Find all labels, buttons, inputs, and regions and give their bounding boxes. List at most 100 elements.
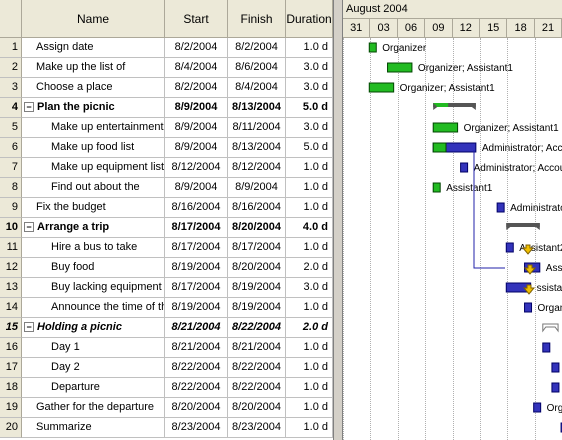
start-header[interactable]: Start <box>165 0 228 38</box>
task-duration[interactable]: 1.0 d <box>286 398 333 418</box>
task-name[interactable]: Day 2 <box>22 358 165 378</box>
task-name[interactable]: Assign date <box>22 38 165 58</box>
name-header[interactable]: Name <box>22 0 165 38</box>
row-id[interactable]: 9 <box>0 198 22 218</box>
table-row[interactable]: 11 Hire a bus to take 8/17/2004 8/17/2004 1.… <box>0 238 333 258</box>
task-duration[interactable]: 1.0 d <box>286 38 333 58</box>
table-row[interactable]: 8 Find out about the 8/9/2004 8/9/2004 1.0 d <box>0 178 333 198</box>
task-duration[interactable]: 1.0 d <box>286 358 333 378</box>
task-bar[interactable] <box>533 402 542 413</box>
summary-progress[interactable] <box>433 103 449 107</box>
row-id[interactable]: 13 <box>0 278 22 298</box>
task-name[interactable]: Announce the time of the <box>22 298 165 318</box>
milestone-marker[interactable] <box>521 244 535 255</box>
task-finish[interactable]: 8/9/2004 <box>228 178 286 198</box>
task-start[interactable]: 8/17/2004 <box>165 278 228 298</box>
row-id[interactable]: 4 <box>0 98 22 118</box>
task-duration[interactable]: 5.0 d <box>286 98 333 118</box>
task-finish[interactable]: 8/21/2004 <box>228 338 286 358</box>
task-start[interactable]: 8/19/2004 <box>165 298 228 318</box>
summary-bar[interactable] <box>433 103 476 107</box>
task-name[interactable]: Find out about the <box>22 178 165 198</box>
task-start[interactable]: 8/9/2004 <box>165 98 228 118</box>
task-duration[interactable]: 3.0 d <box>286 78 333 98</box>
table-row[interactable]: 7 Make up equipment list 8/12/2004 8/12/200… <box>0 158 333 178</box>
task-duration[interactable]: 1.0 d <box>286 298 333 318</box>
task-name[interactable]: Summarize <box>22 418 165 438</box>
row-id[interactable]: 20 <box>0 418 22 438</box>
task-start[interactable]: 8/17/2004 <box>165 238 228 258</box>
task-finish[interactable]: 8/6/2004 <box>228 58 286 78</box>
task-bar[interactable] <box>368 42 377 53</box>
row-id[interactable]: 15 <box>0 318 22 338</box>
task-finish[interactable]: 8/23/2004 <box>228 418 286 438</box>
row-id[interactable]: 12 <box>0 258 22 278</box>
task-finish[interactable]: 8/4/2004 <box>228 78 286 98</box>
row-id[interactable]: 6 <box>0 138 22 158</box>
collapse-toggle-icon[interactable]: − <box>24 222 34 233</box>
task-finish[interactable]: 8/20/2004 <box>228 218 286 238</box>
task-bar[interactable] <box>432 122 459 133</box>
task-duration[interactable]: 2.0 d <box>286 258 333 278</box>
table-row[interactable]: 14 Announce the time of the 8/19/2004 8/19/… <box>0 298 333 318</box>
task-start[interactable]: 8/23/2004 <box>165 418 228 438</box>
task-start[interactable]: 8/4/2004 <box>165 58 228 78</box>
task-name[interactable]: − Arrange a trip <box>22 218 165 238</box>
task-name[interactable]: Hire a bus to take <box>22 238 165 258</box>
task-duration[interactable]: 4.0 d <box>286 218 333 238</box>
task-name[interactable]: − Plan the picnic <box>22 98 165 118</box>
gantt-bars[interactable]: Organizer Organizer; Assistant1 Organizer;… <box>343 0 562 440</box>
task-duration[interactable]: 3.0 d <box>286 118 333 138</box>
table-row[interactable]: 2 Make up the list of 8/4/2004 8/6/2004 3.0 … <box>0 58 333 78</box>
task-name[interactable]: − Holding a picnic <box>22 318 165 338</box>
table-row[interactable]: 4− Plan the picnic 8/9/2004 8/13/2004 5.0 d <box>0 98 333 118</box>
table-row[interactable]: 12 Buy food 8/19/2004 8/20/2004 2.0 d <box>0 258 333 278</box>
table-row[interactable]: 17 Day 2 8/22/2004 8/22/2004 1.0 d <box>0 358 333 378</box>
task-start[interactable]: 8/9/2004 <box>165 138 228 158</box>
task-finish[interactable]: 8/20/2004 <box>228 258 286 278</box>
table-row[interactable]: 5 Make up entertainment 8/9/2004 8/11/2004 3… <box>0 118 333 138</box>
row-id[interactable]: 1 <box>0 38 22 58</box>
task-duration[interactable]: 1.0 d <box>286 178 333 198</box>
table-row[interactable]: 20 Summarize 8/23/2004 8/23/2004 1.0 d <box>0 418 333 438</box>
task-start[interactable]: 8/19/2004 <box>165 258 228 278</box>
row-id[interactable]: 11 <box>0 238 22 258</box>
task-bar[interactable] <box>460 162 469 173</box>
task-bar[interactable] <box>505 242 514 253</box>
table-row[interactable]: 10− Arrange a trip 8/17/2004 8/20/2004 4.0 d <box>0 218 333 238</box>
task-duration[interactable]: 2.0 d <box>286 318 333 338</box>
row-id[interactable]: 16 <box>0 338 22 358</box>
task-bar[interactable] <box>368 82 395 93</box>
collapse-toggle-icon[interactable]: − <box>24 322 34 333</box>
row-id[interactable]: 17 <box>0 358 22 378</box>
task-start[interactable]: 8/20/2004 <box>165 398 228 418</box>
task-duration[interactable]: 1.0 d <box>286 238 333 258</box>
task-name[interactable]: Gather for the departure <box>22 398 165 418</box>
task-duration[interactable]: 1.0 d <box>286 198 333 218</box>
collapse-toggle-icon[interactable]: − <box>24 102 34 113</box>
task-name[interactable]: Make up food list <box>22 138 165 158</box>
row-id[interactable]: 18 <box>0 378 22 398</box>
dependency-link[interactable] <box>473 150 505 269</box>
row-id[interactable]: 8 <box>0 178 22 198</box>
task-finish[interactable]: 8/22/2004 <box>228 358 286 378</box>
task-start[interactable]: 8/9/2004 <box>165 178 228 198</box>
task-duration[interactable]: 1.0 d <box>286 378 333 398</box>
row-id[interactable]: 7 <box>0 158 22 178</box>
task-start[interactable]: 8/21/2004 <box>165 338 228 358</box>
summary-bar[interactable] <box>506 223 540 227</box>
task-start[interactable]: 8/21/2004 <box>165 318 228 338</box>
task-bar[interactable] <box>387 62 413 73</box>
task-start[interactable]: 8/12/2004 <box>165 158 228 178</box>
task-finish[interactable]: 8/22/2004 <box>228 378 286 398</box>
table-row[interactable]: 9 Fix the budget 8/16/2004 8/16/2004 1.0 d <box>0 198 333 218</box>
table-row[interactable]: 19 Gather for the departure 8/20/2004 8/20/… <box>0 398 333 418</box>
task-name[interactable]: Buy lacking equipment <box>22 278 165 298</box>
task-duration[interactable]: 1.0 d <box>286 158 333 178</box>
task-duration[interactable]: 3.0 d <box>286 278 333 298</box>
task-finish[interactable]: 8/20/2004 <box>228 398 286 418</box>
task-start[interactable]: 8/22/2004 <box>165 358 228 378</box>
task-bar[interactable] <box>524 302 533 313</box>
task-bar[interactable] <box>551 362 560 373</box>
table-row[interactable]: 13 Buy lacking equipment 8/17/2004 8/19/200… <box>0 278 333 298</box>
